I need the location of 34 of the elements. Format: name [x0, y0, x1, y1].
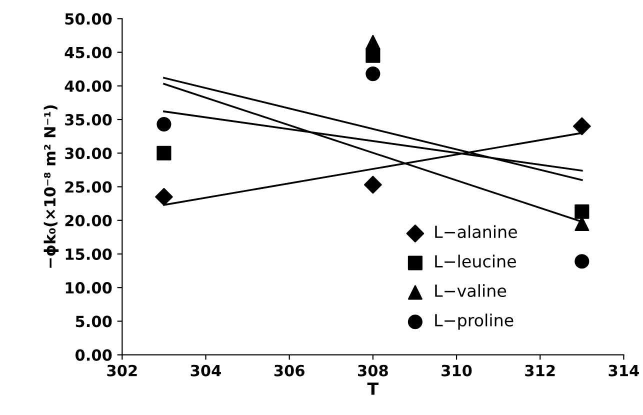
point — [155, 188, 173, 206]
point — [366, 66, 380, 82]
y-tick-label: 10.00 — [66, 282, 112, 294]
y-tick-label: 40.00 — [64, 80, 112, 92]
point — [366, 48, 380, 63]
point — [366, 34, 380, 50]
x-tick-label: 302 — [107, 364, 137, 376]
x-tick-label: 304 — [190, 364, 222, 376]
y-tick-label: 15.00 — [66, 248, 112, 260]
y-tick-label: 20.00 — [65, 214, 112, 226]
point — [574, 204, 590, 219]
x-tick-label: 306 — [274, 364, 304, 376]
legend-label: L−proline — [435, 314, 514, 330]
x-tick-label: 310 — [442, 364, 472, 376]
x-tick-label: 314 — [608, 364, 639, 376]
point — [156, 146, 172, 160]
y-tick-label: 50.00 — [65, 13, 112, 25]
point — [574, 254, 590, 269]
y-tick-label: 45.00 — [64, 46, 112, 58]
x-tick-label: 308 — [358, 364, 388, 376]
x-tick-label: 312 — [525, 364, 555, 376]
x-axis-title: T — [367, 382, 379, 395]
y-tick-label: 25.00 — [65, 181, 112, 193]
y-tick-label: 0.00 — [75, 349, 112, 361]
point — [573, 117, 591, 136]
y-tick-label: 35.00 — [65, 114, 112, 126]
point — [156, 116, 172, 132]
legend-label: L−valine — [435, 284, 506, 298]
y-tick-label: 5.00 — [76, 316, 112, 328]
legend-label: L−leucine — [435, 254, 516, 268]
y-axis-title: −ϕk₀(×10⁻⁸ m² N⁻¹) — [44, 105, 59, 268]
legend-label: L−alanine — [435, 225, 517, 238]
point — [364, 176, 382, 194]
y-tick-label: 30.00 — [65, 148, 112, 160]
